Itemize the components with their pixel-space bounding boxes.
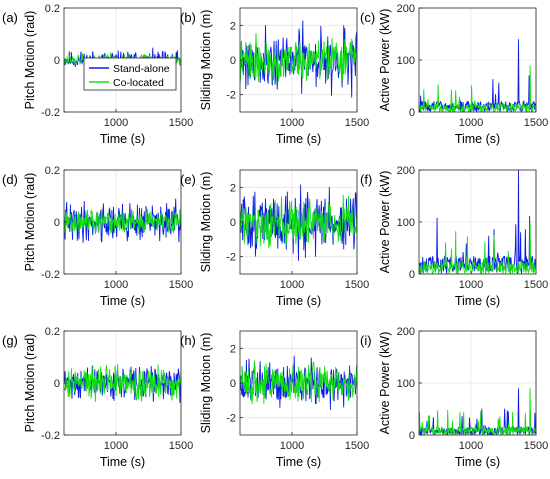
x-tick-label: 1500 <box>169 440 193 452</box>
panel-f: 1000 1500 0 100 200 Time (s) Active Power (kW)… <box>360 165 548 308</box>
y-tick-label: 0 <box>230 217 236 229</box>
panel-label: (f) <box>360 172 372 187</box>
y-tick-label: 200 <box>397 326 415 338</box>
y-tick-label: 200 <box>397 3 415 15</box>
series-line-co-located <box>240 194 357 249</box>
series-line-co-located <box>419 221 536 274</box>
y-tick-label: 0 <box>54 378 60 390</box>
panel-c: 1000 1500 0 100 200 Time (s) Active Power (kW)… <box>360 3 548 146</box>
panel-label: (e) <box>180 172 196 187</box>
y-tick-label: 0 <box>230 378 236 390</box>
y-tick-label: 0.2 <box>45 326 60 338</box>
x-tick-label: 1500 <box>345 117 369 129</box>
panel-label: (a) <box>2 10 18 25</box>
y-axis-label: Pitch Motion (rad) <box>23 334 37 433</box>
legend: Stand-alone Co-located <box>83 57 177 91</box>
y-tick-label: 0.2 <box>45 165 60 177</box>
series-line-co-located <box>240 360 357 405</box>
legend-entry: Stand-alone <box>113 63 170 75</box>
y-axis-label: Sliding Motion (m) <box>199 172 213 273</box>
legend-box <box>83 57 177 91</box>
series-line-co-located <box>240 33 357 85</box>
y-axis-label: Active Power (kW) <box>378 9 392 112</box>
y-tick-label: -0.2 <box>41 269 60 281</box>
y-axis-label: Pitch Motion (rad) <box>23 11 37 110</box>
x-axis-label: Time (s) <box>100 132 145 146</box>
panel-d: 1000 1500 -0.2 0 0.2 Time (s) Pitch Motion (ra… <box>2 165 193 308</box>
y-tick-label: -2 <box>226 90 236 102</box>
x-tick-label: 1500 <box>169 279 193 291</box>
panel-h: 1000 1500 -2 0 2 Time (s) Sliding Motion (m)(h… <box>180 330 369 469</box>
x-tick-label: 1500 <box>169 117 193 129</box>
x-tick-label: 1000 <box>280 440 304 452</box>
y-tick-label: 0 <box>409 107 415 119</box>
x-axis-label: Time (s) <box>100 294 145 308</box>
x-axis-label: Time (s) <box>276 455 321 469</box>
panel-e: 1000 1500 -2 0 2 Time (s) Sliding Motion (m)(e… <box>180 169 369 308</box>
x-tick-label: 1000 <box>459 440 483 452</box>
y-tick-label: 0 <box>54 55 60 67</box>
y-tick-label: 100 <box>397 55 415 67</box>
y-tick-label: 0 <box>409 430 415 442</box>
panel-g: 1000 1500 -0.2 0 0.2 Time (s) Pitch Motion (ra… <box>2 326 193 469</box>
x-tick-label: 1500 <box>524 440 548 452</box>
x-tick-label: 1000 <box>104 279 128 291</box>
series-line-co-located <box>419 65 536 112</box>
series-line-co-located <box>419 388 536 435</box>
x-tick-label: 1500 <box>524 117 548 129</box>
y-tick-label: 100 <box>397 217 415 229</box>
x-tick-label: 1000 <box>280 117 304 129</box>
x-tick-label: 1500 <box>345 440 369 452</box>
y-tick-label: 2 <box>230 343 236 355</box>
y-tick-label: -0.2 <box>41 430 60 442</box>
y-axis-label: Active Power (kW) <box>378 332 392 435</box>
y-tick-label: -0.2 <box>41 107 60 119</box>
series-line-co-located <box>64 208 181 235</box>
x-axis-label: Time (s) <box>100 455 145 469</box>
panel-a: 1000 1500 -0.2 0 0.2 Time (s) Pitch Motion (ra… <box>2 3 193 146</box>
x-axis-label: Time (s) <box>455 294 500 308</box>
legend-entry: Co-located <box>113 77 164 89</box>
series-line-stand-alone <box>64 198 181 243</box>
y-axis-label: Pitch Motion (rad) <box>23 173 37 272</box>
panel-i: 1000 1500 0 100 200 Time (s) Active Power (kW)… <box>360 326 548 469</box>
y-tick-label: -2 <box>226 413 236 425</box>
y-tick-label: 200 <box>397 165 415 177</box>
panel-label: (h) <box>180 333 196 348</box>
panel-label: (c) <box>360 10 375 25</box>
y-tick-label: 2 <box>230 182 236 194</box>
y-tick-label: 2 <box>230 20 236 32</box>
y-axis-label: Sliding Motion (m) <box>199 10 213 111</box>
panel-b: 1000 1500 -2 0 2 Time (s) Sliding Motion (m)(b… <box>180 7 369 146</box>
panel-label: (i) <box>360 333 372 348</box>
panel-label: (g) <box>2 333 18 348</box>
x-tick-label: 1000 <box>459 117 483 129</box>
y-tick-label: 0 <box>54 217 60 229</box>
x-tick-label: 1500 <box>524 279 548 291</box>
y-tick-label: 100 <box>397 378 415 390</box>
panel-label: (b) <box>180 10 196 25</box>
y-tick-label: 0 <box>230 55 236 67</box>
series-line-stand-alone <box>240 184 357 261</box>
series-line-co-located <box>64 363 181 402</box>
x-axis-label: Time (s) <box>455 455 500 469</box>
x-tick-label: 1000 <box>280 279 304 291</box>
y-tick-label: -2 <box>226 252 236 264</box>
x-tick-label: 1500 <box>345 279 369 291</box>
y-axis-label: Sliding Motion (m) <box>199 333 213 434</box>
x-axis-label: Time (s) <box>276 294 321 308</box>
y-axis-label: Active Power (kW) <box>378 171 392 274</box>
x-axis-label: Time (s) <box>455 132 500 146</box>
x-axis-label: Time (s) <box>276 132 321 146</box>
x-tick-label: 1000 <box>104 440 128 452</box>
panel-label: (d) <box>2 172 18 187</box>
y-tick-label: 0.2 <box>45 3 60 15</box>
y-tick-label: 0 <box>409 269 415 281</box>
x-tick-label: 1000 <box>459 279 483 291</box>
x-tick-label: 1000 <box>104 117 128 129</box>
